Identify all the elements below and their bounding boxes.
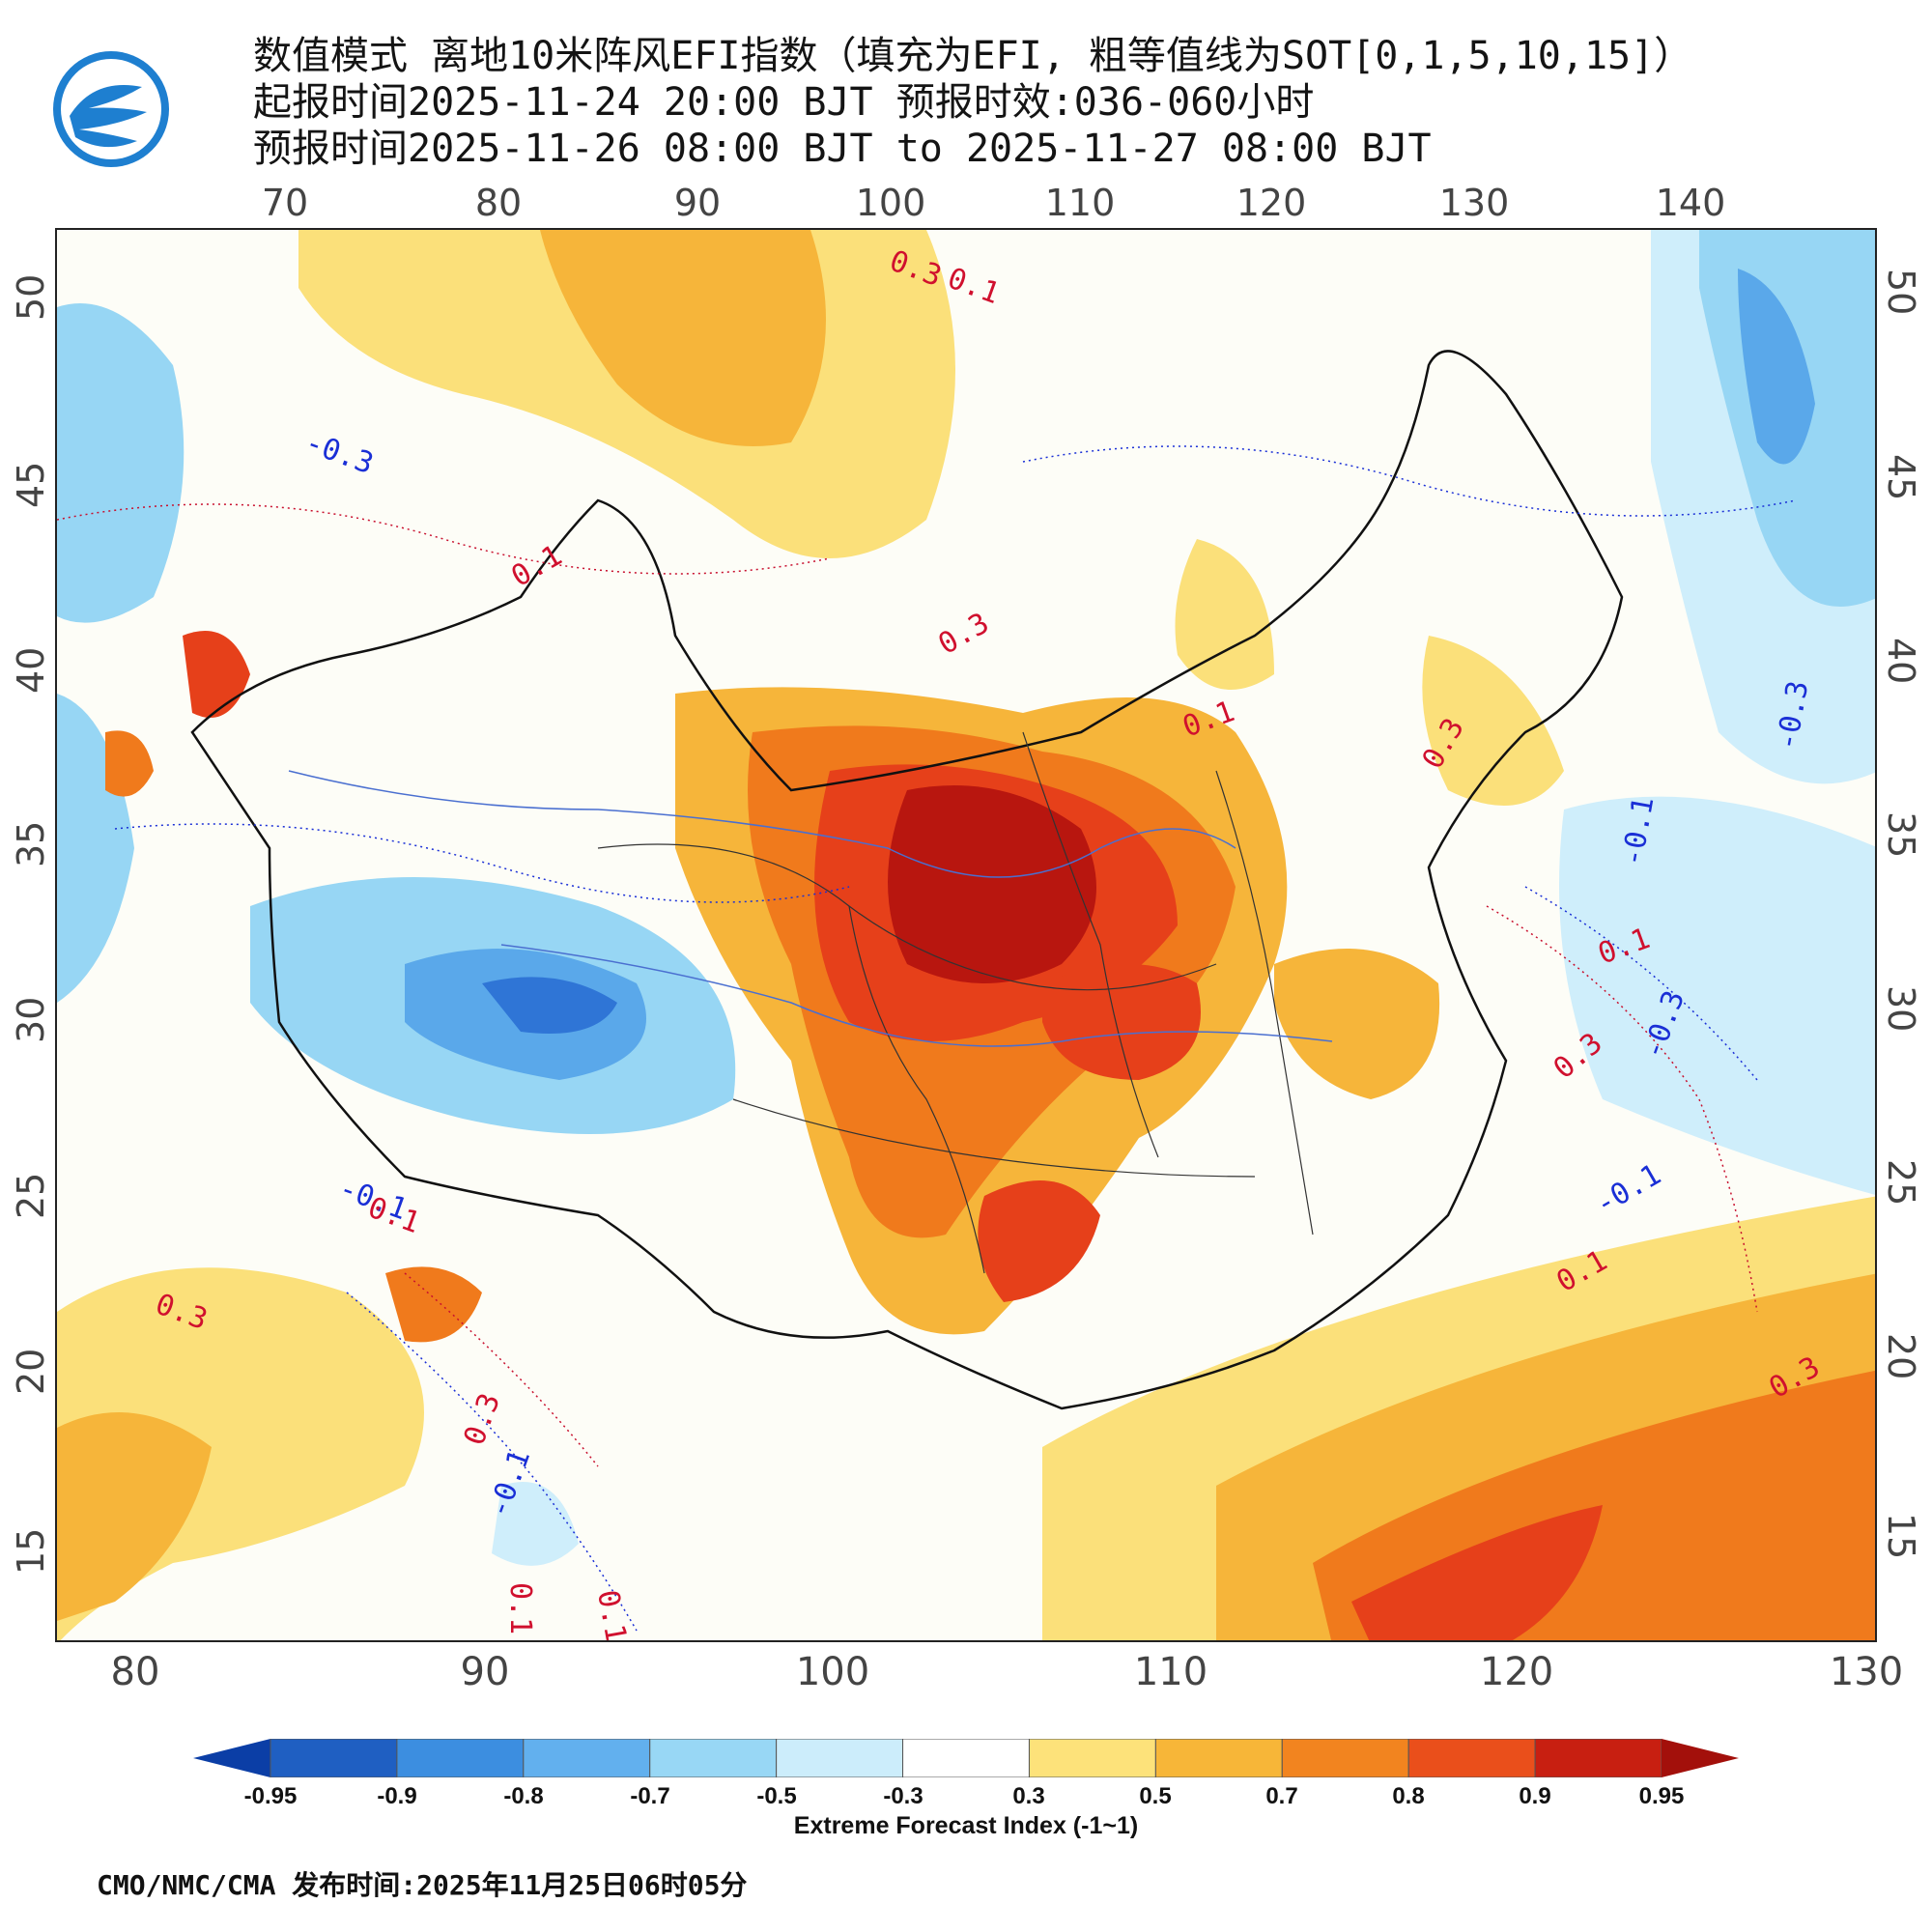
lon-top-label: 70 [261, 182, 309, 224]
colorbar-title: Extreme Forecast Index (-1~1) [793, 1812, 1139, 1839]
colorbar-segment [776, 1739, 904, 1777]
map-panel: 0.3 0.1 -0.3 0.1 0.3 0.1 0.3 -0.3 -0.1 0… [55, 228, 1877, 1642]
title-block: 数值模式 离地10米阵风EFI指数（填充为EFI, 粗等值线为SOT[0,1,5… [253, 33, 1895, 172]
positive-efi-areas [57, 230, 1875, 1640]
lat-left-label: 30 [10, 996, 52, 1043]
lat-right-label: 15 [1880, 1513, 1922, 1560]
colorbar-label: 0.3 [1012, 1783, 1045, 1809]
boundary-lines [190, 350, 1624, 1410]
colorbar-segment [1534, 1739, 1662, 1777]
contour-label: 0.1 [590, 1587, 633, 1642]
colorbar-segment [1407, 1739, 1536, 1777]
lon-top-label: 100 [855, 182, 926, 224]
colorbar-segment [396, 1739, 525, 1777]
colorbar-label: 0.9 [1519, 1783, 1551, 1809]
colorbar-label: -0.9 [377, 1783, 417, 1809]
lat-left-label: 35 [10, 820, 52, 867]
colorbar-segment [902, 1739, 1030, 1777]
province-lines [597, 731, 1314, 1274]
colorbar-segment [1281, 1739, 1409, 1777]
lat-right-label: 25 [1880, 1159, 1922, 1207]
sot-contours [57, 445, 1797, 1632]
colorbar-segment [270, 1739, 398, 1777]
lon-top-label: 90 [673, 182, 722, 224]
lon-bottom-label: 130 [1829, 1650, 1904, 1694]
colorbar-end-low [193, 1739, 270, 1777]
title-line-3: 预报时间2025-11-26 08:00 BJT to 2025-11-27 0… [253, 127, 1432, 171]
lat-left-label: 50 [10, 273, 52, 321]
colorbar-label: 0.7 [1265, 1783, 1298, 1809]
lon-top-label: 130 [1438, 182, 1510, 224]
title-line-2: 起报时间2025-11-24 20:00 BJT 预报时效:036-060小时 [253, 80, 1315, 125]
lat-right-label: 45 [1880, 454, 1922, 501]
lon-bottom-label: 90 [460, 1650, 510, 1694]
colorbar-label: -0.7 [630, 1783, 670, 1809]
colorbar-segment [1154, 1739, 1283, 1777]
lon-top-label: 80 [474, 182, 523, 224]
footer-issue-time: CMO/NMC/CMA 发布时间:2025年11月25日06时05分 [97, 1869, 748, 1901]
lat-left-label: 15 [10, 1527, 52, 1575]
lat-left-label: 20 [10, 1348, 52, 1395]
lat-left-label: 45 [10, 461, 52, 508]
lat-right-label: 30 [1880, 985, 1922, 1033]
lat-right-label: 50 [1880, 269, 1922, 316]
lon-bottom-label: 80 [110, 1650, 160, 1694]
colorbar-segment [1028, 1739, 1156, 1777]
colorbar-label: -0.5 [756, 1783, 797, 1809]
lat-right-label: 20 [1880, 1333, 1922, 1380]
colorbar-end-high [1662, 1739, 1739, 1777]
colorbar-label: -0.8 [503, 1783, 544, 1809]
colorbar-segment [523, 1739, 651, 1777]
lat-left-label: 25 [10, 1172, 52, 1219]
lat-left-label: 40 [10, 646, 52, 694]
colorbar-label: 0.8 [1392, 1783, 1425, 1809]
lat-right-label: 35 [1880, 811, 1922, 859]
lon-bottom-label: 120 [1479, 1650, 1554, 1694]
lon-bottom-label: 100 [795, 1650, 870, 1694]
negative-efi-areas [57, 230, 1875, 1566]
colorbar-segment [649, 1739, 778, 1777]
title-line-1: 数值模式 离地10米阵风EFI指数（填充为EFI, 粗等值线为SOT[0,1,5… [253, 34, 1693, 78]
river-lines [288, 770, 1333, 1047]
colorbar-label: 0.5 [1139, 1783, 1172, 1809]
lat-right-label: 40 [1880, 638, 1922, 685]
lon-bottom-label: 110 [1133, 1650, 1208, 1694]
colorbar-label: 0.95 [1638, 1783, 1685, 1809]
colorbar-label: -0.95 [243, 1783, 298, 1809]
contour-label: 0.1 [503, 1582, 537, 1634]
lon-top-label: 140 [1655, 182, 1726, 224]
efi-map: 0.3 0.1 -0.3 0.1 0.3 0.1 0.3 -0.3 -0.1 0… [57, 230, 1875, 1642]
lon-top-label: 110 [1044, 182, 1116, 224]
colorbar [193, 1739, 1739, 1777]
lon-top-label: 120 [1236, 182, 1307, 224]
cma-logo [53, 51, 169, 167]
colorbar-label: -0.3 [883, 1783, 923, 1809]
